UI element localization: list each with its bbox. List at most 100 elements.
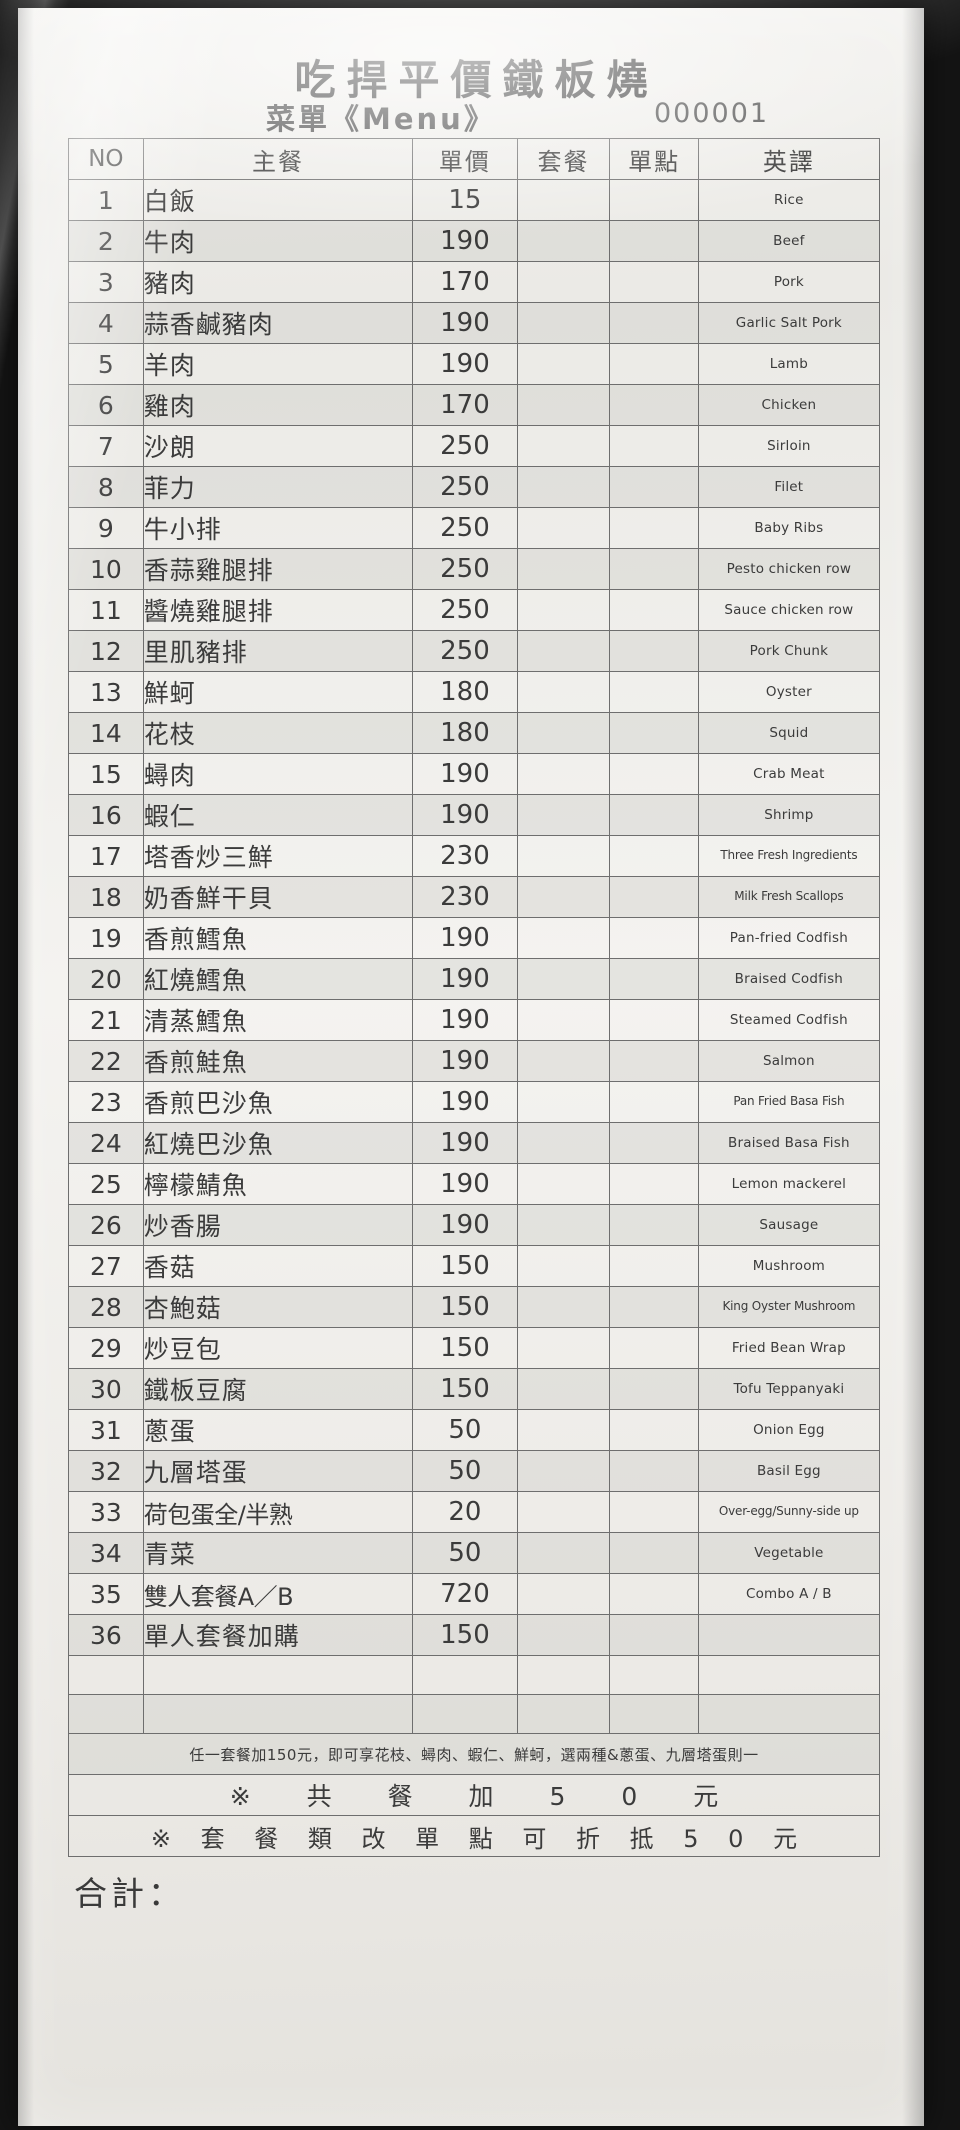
cell-price: 150 — [412, 1245, 518, 1287]
cell-english: Braised Basa Fish — [697, 1122, 881, 1164]
table-row: 27 香菇 150 Mushroom — [68, 1245, 881, 1287]
cell-english — [697, 1614, 881, 1656]
cell-name: 香煎鱈魚 — [142, 917, 414, 959]
cell-a-la-carte — [609, 466, 699, 508]
table-row: 35 雙人套餐A／B 720 Combo A / B — [68, 1573, 881, 1615]
cell-english: Pork Chunk — [697, 630, 881, 672]
cell-english: Squid — [697, 712, 881, 754]
cell-name: 檸檬鯖魚 — [142, 1163, 414, 1205]
cell-price: 190 — [412, 302, 518, 344]
table-row: 21 清蒸鱈魚 190 Steamed Codfish — [68, 999, 881, 1041]
cell-set-meal — [516, 466, 611, 508]
cell-a-la-carte — [609, 261, 699, 303]
cell-no: 34 — [68, 1532, 144, 1574]
cell-english: Beef — [697, 220, 881, 262]
cell-price: 190 — [412, 1040, 518, 1082]
cell-price: 250 — [412, 507, 518, 549]
table-row: 31 蔥蛋 50 Onion Egg — [68, 1409, 881, 1451]
cell-english — [697, 1655, 881, 1695]
cell-name: 炒豆包 — [142, 1327, 414, 1369]
cell-no: 20 — [68, 958, 144, 1000]
cell-price: 250 — [412, 466, 518, 508]
cell-name: 杏鮑菇 — [142, 1286, 414, 1328]
column-header-main-dish: 主餐 — [142, 138, 414, 180]
cell-english: Milk Fresh Scallops — [697, 876, 881, 918]
cell-a-la-carte — [609, 999, 699, 1041]
table-row: 17 塔香炒三鮮 230 Three Fresh Ingredients — [68, 835, 881, 877]
cell-a-la-carte — [609, 712, 699, 754]
cell-name: 青菜 — [142, 1532, 414, 1574]
cell-name: 蟳肉 — [142, 753, 414, 795]
cell-set-meal — [516, 1532, 611, 1574]
cell-set-meal — [516, 671, 611, 713]
cell-no: 22 — [68, 1040, 144, 1082]
note-line-1-row: ※ 共 餐 加 5 0 元 — [68, 1774, 880, 1816]
cell-english: Filet — [697, 466, 881, 508]
table-row: 22 香煎鮭魚 190 Salmon — [68, 1040, 881, 1082]
cell-price: 180 — [412, 712, 518, 754]
table-row: 8 菲力 250 Filet — [68, 466, 881, 508]
cell-set-meal — [516, 1368, 611, 1410]
cell-a-la-carte — [609, 1081, 699, 1123]
cell-no: 1 — [68, 179, 144, 221]
note-line-2: ※ 套 餐 類 改 單 點 可 折 抵 5 0 元 — [68, 1815, 880, 1857]
cell-set-meal — [516, 589, 611, 631]
cell-price: 250 — [412, 589, 518, 631]
cell-name: 紅燒巴沙魚 — [142, 1122, 414, 1164]
cell-a-la-carte — [609, 1245, 699, 1287]
cell-set-meal — [516, 712, 611, 754]
cell-set-meal — [516, 384, 611, 426]
cell-set-meal — [516, 1573, 611, 1615]
promo-note-row: 任一套餐加150元，即可享花枝、蟳肉、蝦仁、鮮蚵，選兩種&蔥蛋、九層塔蛋則一 — [68, 1733, 880, 1775]
cell-english: Fried Bean Wrap — [697, 1327, 881, 1369]
cell-no: 33 — [68, 1491, 144, 1533]
cell-english: Oyster — [697, 671, 881, 713]
cell-a-la-carte — [609, 343, 699, 385]
table-row: 14 花枝 180 Squid — [68, 712, 881, 754]
cell-set-meal — [516, 1163, 611, 1205]
cell-price: 50 — [412, 1450, 518, 1492]
cell-set-meal — [516, 917, 611, 959]
cell-no — [68, 1655, 144, 1695]
cell-a-la-carte — [609, 917, 699, 959]
cell-no — [68, 1694, 144, 1734]
cell-name: 牛肉 — [142, 220, 414, 262]
cell-english: Shrimp — [697, 794, 881, 836]
cell-a-la-carte — [609, 1450, 699, 1492]
cell-no: 9 — [68, 507, 144, 549]
cell-name: 蔥蛋 — [142, 1409, 414, 1451]
cell-set-meal — [516, 1040, 611, 1082]
menu-paper-card: 吃捍平價鐵板燒 菜單《Menu》 000001 NO 主餐 單價 套餐 單點 — [18, 8, 924, 2126]
cell-a-la-carte — [609, 179, 699, 221]
table-row: 34 青菜 50 Vegetable — [68, 1532, 881, 1574]
cell-price: 170 — [412, 384, 518, 426]
cell-no: 14 — [68, 712, 144, 754]
cell-english: Onion Egg — [697, 1409, 881, 1451]
table-row: 36 單人套餐加購 150 — [68, 1614, 881, 1656]
cell-name: 蝦仁 — [142, 794, 414, 836]
cell-english: Steamed Codfish — [697, 999, 881, 1041]
cell-price: 150 — [412, 1614, 518, 1656]
cell-price: 230 — [412, 876, 518, 918]
cell-name: 豬肉 — [142, 261, 414, 303]
cell-name — [142, 1694, 414, 1734]
cell-no: 6 — [68, 384, 144, 426]
menu-subtitle: 菜單《Menu》 — [266, 102, 496, 136]
cell-english: Three Fresh Ingredients — [697, 835, 881, 877]
cell-english: King Oyster Mushroom — [697, 1286, 881, 1328]
cell-price: 190 — [412, 343, 518, 385]
cell-a-la-carte — [609, 753, 699, 795]
cell-a-la-carte — [609, 1409, 699, 1451]
cell-set-meal — [516, 999, 611, 1041]
cell-set-meal — [516, 753, 611, 795]
cell-set-meal — [516, 343, 611, 385]
cell-english: Combo A / B — [697, 1573, 881, 1615]
cell-no: 5 — [68, 343, 144, 385]
cell-price: 190 — [412, 999, 518, 1041]
cell-name: 單人套餐加購 — [142, 1614, 414, 1656]
cell-set-meal — [516, 220, 611, 262]
cell-a-la-carte — [609, 876, 699, 918]
cell-name: 香菇 — [142, 1245, 414, 1287]
cell-a-la-carte — [609, 1327, 699, 1369]
